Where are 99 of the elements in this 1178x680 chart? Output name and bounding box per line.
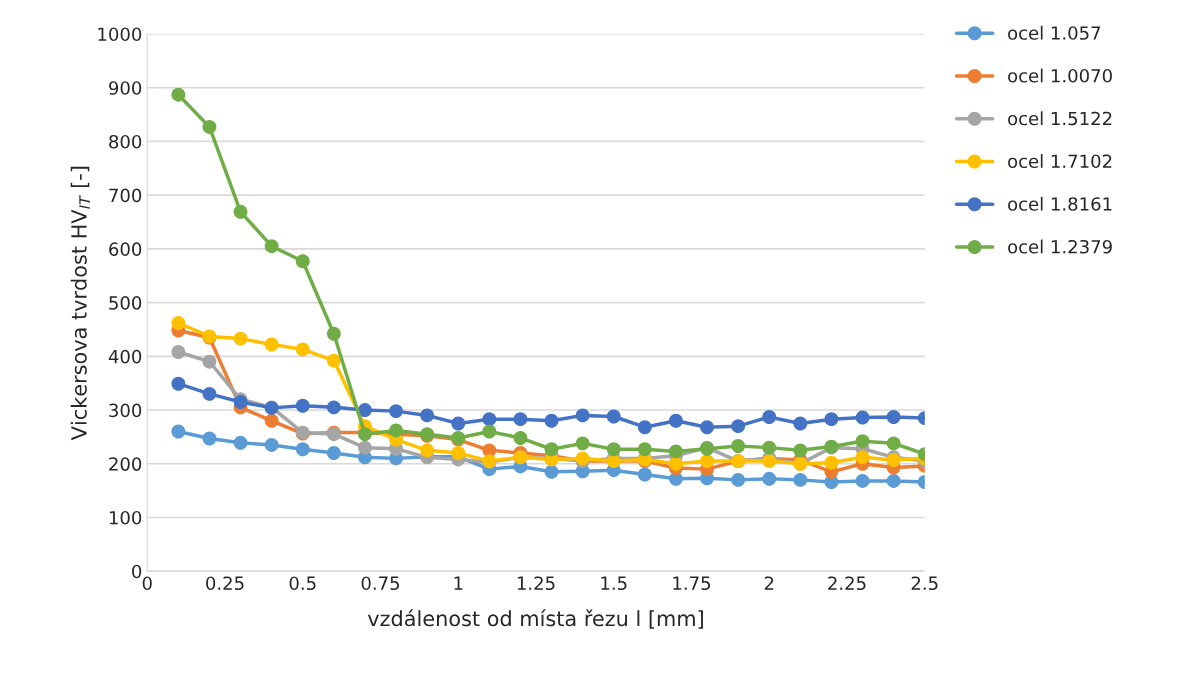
x-tick-label: 2.25 bbox=[828, 576, 866, 591]
point bbox=[886, 410, 901, 424]
legend-label: ocel 1.2379 bbox=[1008, 239, 1112, 254]
point bbox=[544, 413, 559, 428]
y-tick-label: 300 bbox=[109, 403, 142, 418]
point bbox=[731, 472, 746, 487]
point bbox=[202, 119, 217, 134]
point bbox=[326, 446, 341, 460]
point bbox=[513, 431, 528, 445]
point bbox=[606, 442, 621, 457]
point bbox=[575, 436, 590, 451]
point bbox=[295, 398, 310, 413]
point bbox=[326, 400, 341, 415]
point bbox=[855, 434, 870, 449]
point bbox=[171, 376, 186, 391]
point bbox=[264, 337, 279, 352]
point bbox=[793, 416, 808, 431]
point bbox=[855, 450, 870, 465]
x-tick-label: 0.25 bbox=[206, 576, 244, 591]
point bbox=[700, 420, 714, 435]
point bbox=[389, 404, 403, 419]
point bbox=[668, 444, 683, 459]
x-tick-label: 2 bbox=[764, 576, 774, 590]
point bbox=[326, 326, 341, 341]
x-tick-label: 0 bbox=[142, 576, 152, 591]
y-tick-label: 0 bbox=[132, 564, 142, 579]
point bbox=[637, 420, 652, 435]
point bbox=[824, 455, 839, 470]
x-tick-label: 1.75 bbox=[673, 576, 711, 591]
x-tick-label: 1 bbox=[454, 576, 463, 590]
point bbox=[762, 471, 777, 486]
point bbox=[793, 472, 808, 487]
x-axis-title: vzdálenost od místa řezu l [mm] bbox=[367, 609, 703, 629]
point bbox=[886, 474, 901, 488]
point bbox=[700, 454, 714, 469]
point bbox=[264, 239, 279, 254]
y-tick-label: 100 bbox=[109, 510, 142, 525]
point bbox=[637, 467, 652, 482]
point bbox=[326, 353, 341, 368]
point bbox=[762, 440, 777, 455]
point bbox=[358, 440, 372, 455]
legend-label: ocel 1.057 bbox=[1008, 25, 1101, 40]
point bbox=[295, 442, 310, 457]
point bbox=[482, 412, 497, 427]
point bbox=[668, 456, 683, 471]
point bbox=[358, 403, 372, 417]
point bbox=[637, 442, 652, 457]
y-tick-label: 400 bbox=[108, 349, 142, 364]
y-tick-label: 900 bbox=[109, 81, 142, 95]
point bbox=[575, 408, 590, 423]
point bbox=[855, 474, 870, 488]
point bbox=[762, 410, 777, 424]
x-tick-label: 0.5 bbox=[289, 576, 316, 591]
legend-label: ocel 1.8161 bbox=[1008, 196, 1112, 211]
point bbox=[668, 413, 683, 428]
point bbox=[171, 424, 186, 439]
point bbox=[264, 438, 279, 452]
point bbox=[171, 316, 186, 330]
point bbox=[451, 446, 466, 460]
legend-label: ocel 1.5122 bbox=[1008, 111, 1112, 126]
point bbox=[420, 443, 435, 458]
point bbox=[233, 204, 248, 219]
point bbox=[606, 409, 621, 424]
point bbox=[824, 412, 839, 427]
y-tick-label: 200 bbox=[109, 457, 142, 471]
point bbox=[544, 464, 559, 479]
x-tick-label: 2.5 bbox=[911, 576, 938, 591]
point bbox=[295, 254, 310, 269]
x-tick-label: 0.75 bbox=[361, 576, 400, 591]
point bbox=[420, 408, 435, 423]
legend-label: ocel 1.0070 bbox=[1008, 68, 1112, 83]
point bbox=[264, 413, 279, 428]
point bbox=[544, 442, 559, 457]
point bbox=[886, 436, 901, 451]
point bbox=[233, 435, 248, 450]
y-axis-title: Vickersova tvrdost HV$_{IT}$ [-] bbox=[70, 166, 90, 441]
x-tick-label: 1.5 bbox=[601, 576, 627, 591]
point bbox=[202, 386, 217, 401]
point bbox=[233, 331, 248, 346]
point bbox=[731, 419, 746, 434]
point bbox=[451, 416, 466, 431]
point bbox=[295, 342, 310, 357]
y-tick-label: 600 bbox=[109, 242, 142, 256]
y-tick-label: 500 bbox=[109, 296, 142, 310]
y-tick-label: 800 bbox=[109, 134, 142, 149]
point bbox=[482, 424, 497, 439]
point bbox=[389, 423, 403, 438]
point bbox=[202, 431, 217, 446]
legend-label: ocel 1.7102 bbox=[1008, 154, 1112, 169]
x-tick-label: 1.25 bbox=[517, 576, 555, 591]
y-tick-label: 1000 bbox=[98, 27, 142, 42]
point bbox=[793, 443, 808, 458]
y-tick-label: 700 bbox=[109, 188, 142, 203]
point bbox=[855, 410, 870, 425]
point bbox=[513, 412, 528, 427]
point bbox=[731, 439, 746, 453]
point bbox=[202, 354, 217, 369]
point bbox=[171, 345, 186, 359]
point bbox=[171, 87, 186, 102]
